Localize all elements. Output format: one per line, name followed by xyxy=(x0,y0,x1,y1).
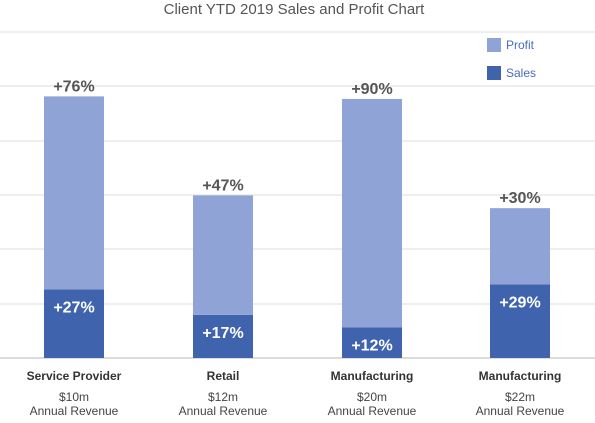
legend-label-profit: Profit xyxy=(506,38,535,52)
bar-profit xyxy=(490,208,550,285)
sales-data-label: +27% xyxy=(53,299,94,316)
bar-sales xyxy=(44,289,104,358)
profit-data-label: +47% xyxy=(202,177,243,194)
profit-data-label: +90% xyxy=(351,81,392,98)
bars xyxy=(44,96,550,358)
category-revenue-label: $10m xyxy=(59,390,89,404)
category-label: Manufacturing xyxy=(331,369,414,383)
category-label: Service Provider xyxy=(27,369,122,383)
category-revenue-label: $20m xyxy=(357,390,387,404)
category-revenue-caption: Annual Revenue xyxy=(476,404,565,418)
category-revenue-caption: Annual Revenue xyxy=(30,404,119,418)
category-revenue-caption: Annual Revenue xyxy=(328,404,417,418)
bar-profit xyxy=(193,195,253,315)
bar-sales xyxy=(193,314,253,358)
chart-title: Client YTD 2019 Sales and Profit Chart xyxy=(164,1,426,18)
data-labels: +27% +76% +17% +47% +12% +90% +29% +30% xyxy=(53,78,540,354)
bar-sales xyxy=(490,284,550,358)
sales-data-label: +12% xyxy=(351,338,392,355)
sales-data-label: +29% xyxy=(499,294,540,311)
category-label: Manufacturing xyxy=(479,369,562,383)
bar-profit xyxy=(44,96,104,290)
legend: Profit Sales xyxy=(487,38,536,80)
category-revenue-label: $22m xyxy=(505,390,535,404)
category-revenue-label: $12m xyxy=(208,390,238,404)
profit-data-label: +76% xyxy=(53,78,94,95)
category-revenue-caption: Annual Revenue xyxy=(179,404,268,418)
legend-label-sales: Sales xyxy=(506,66,536,80)
legend-swatch-profit xyxy=(487,38,501,52)
bar-sales xyxy=(342,327,402,358)
category-label: Retail xyxy=(207,369,240,383)
bar-profit xyxy=(342,98,402,328)
profit-data-label: +30% xyxy=(499,190,540,207)
legend-swatch-sales xyxy=(487,66,501,80)
sales-data-label: +17% xyxy=(202,325,243,342)
